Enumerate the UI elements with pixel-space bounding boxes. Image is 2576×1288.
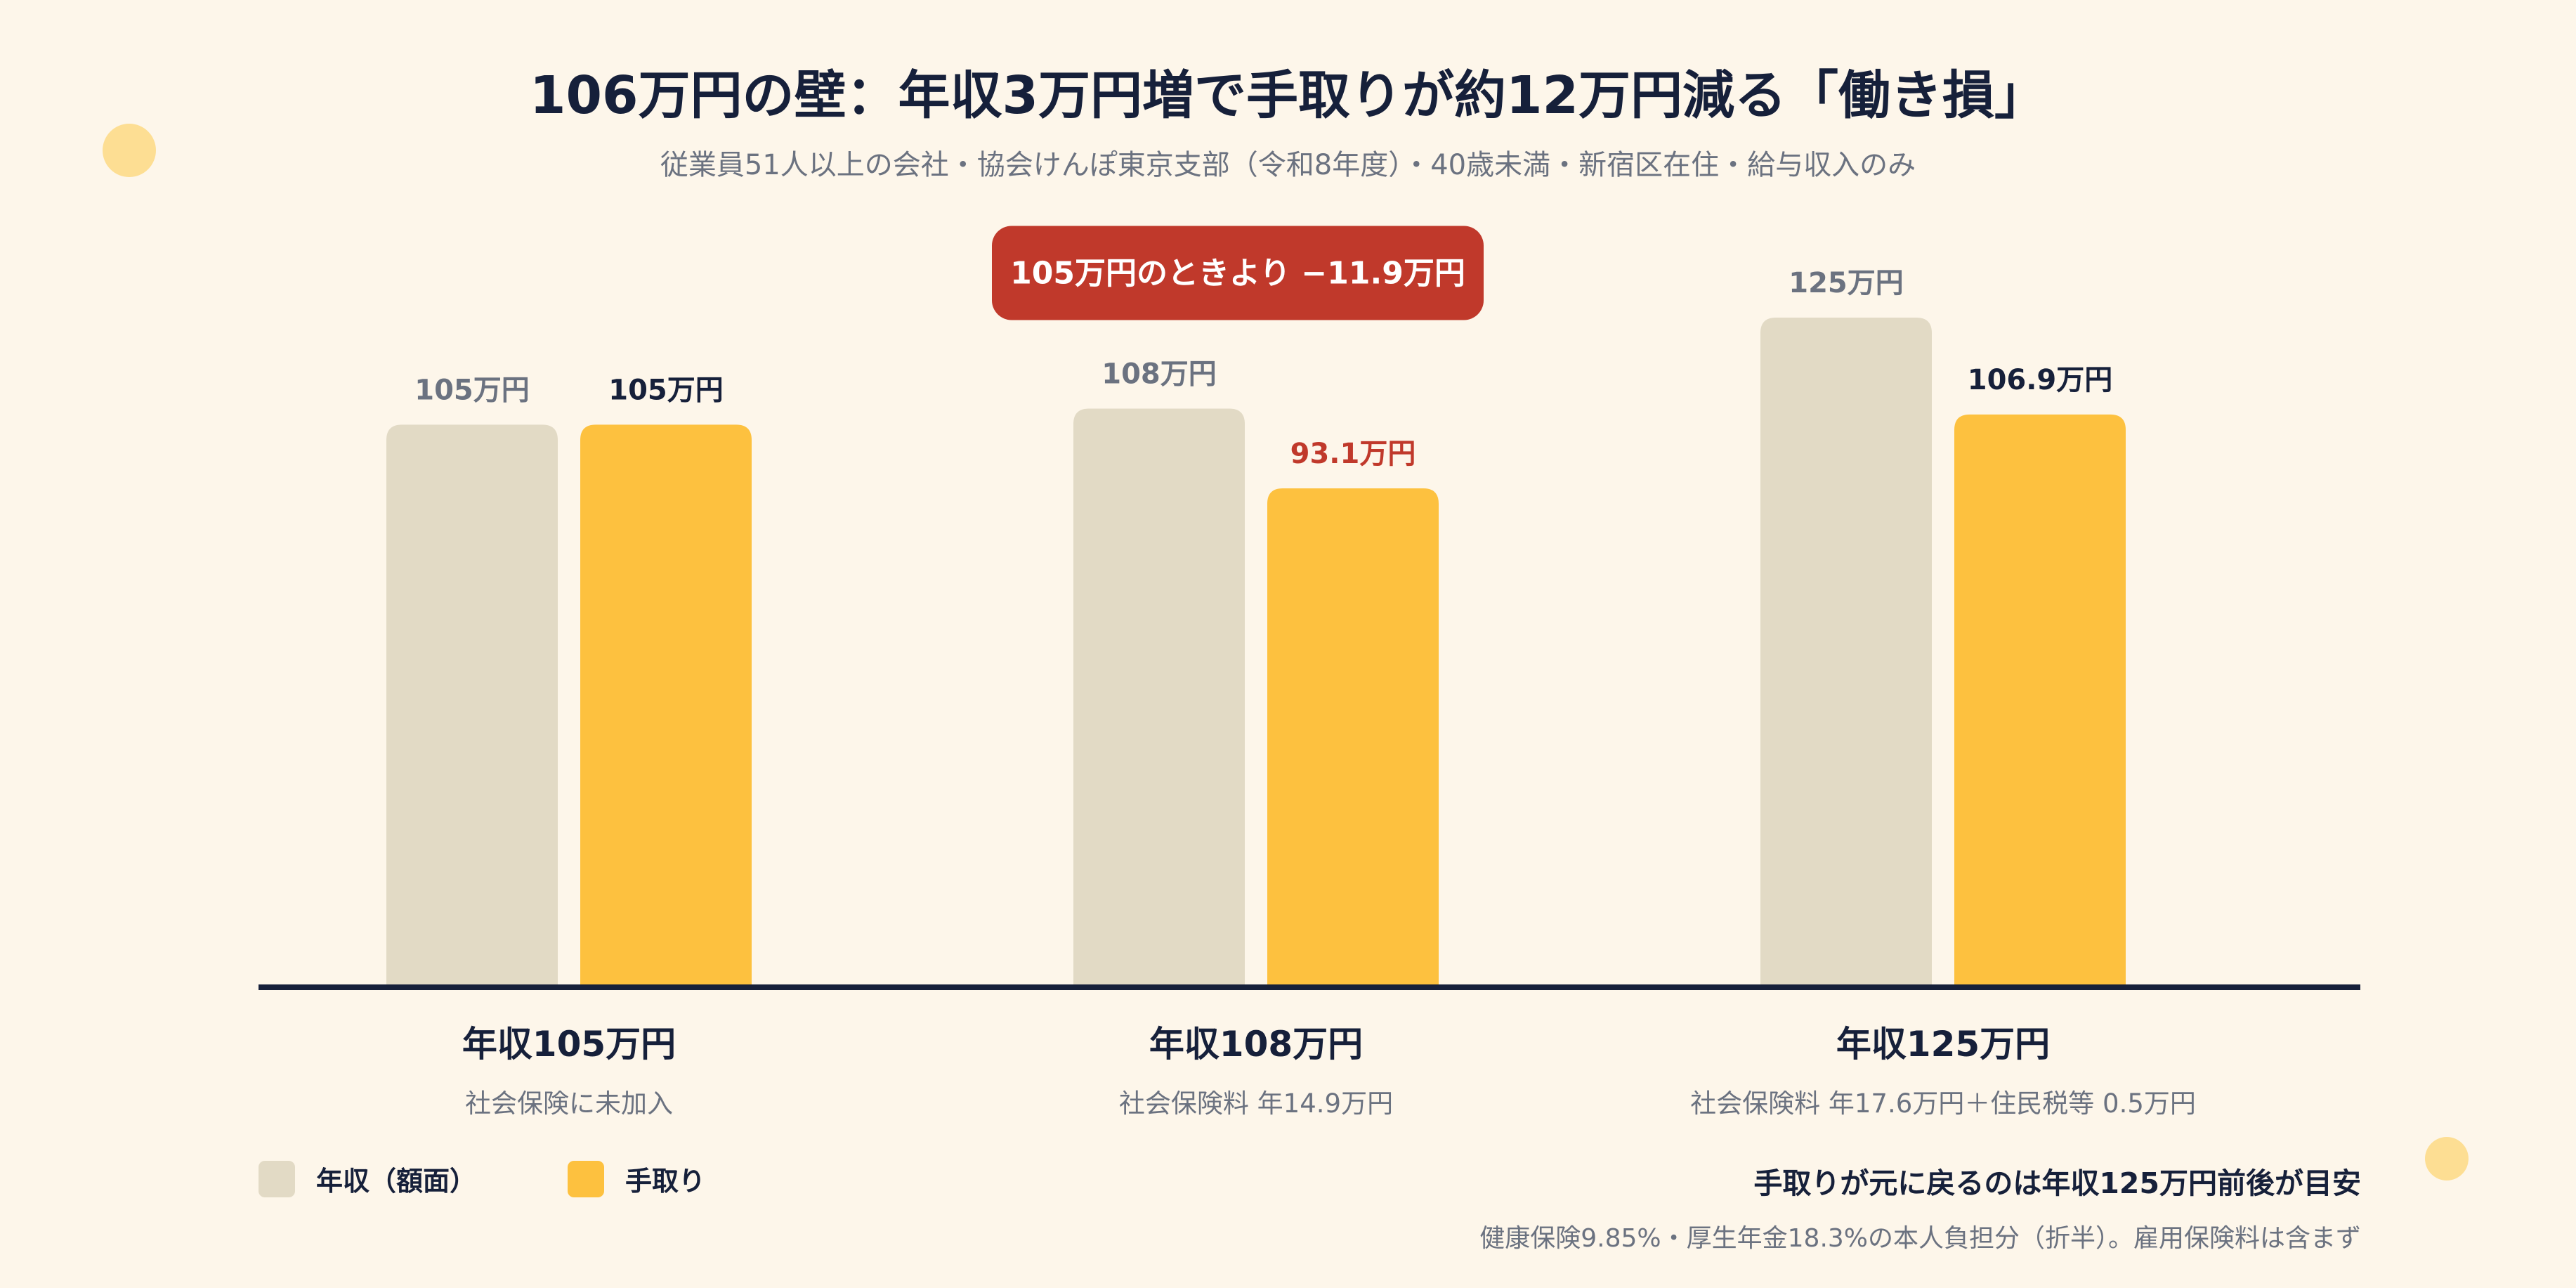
category-label-0: 年収105万円 社会保険に未加入 bbox=[253, 1016, 885, 1120]
data-label-net-1: 93.1万円 bbox=[1290, 438, 1416, 470]
annotation-text: 105万円のときより −11.9万円 bbox=[1010, 255, 1465, 291]
category-title: 年収105万円 bbox=[462, 1024, 676, 1065]
category-title: 年収108万円 bbox=[1149, 1024, 1364, 1065]
annotation-badge bbox=[992, 226, 1484, 320]
chart-legend: 年収（額面） 手取り bbox=[259, 1159, 797, 1198]
data-label-gross-0: 105万円 bbox=[414, 374, 530, 406]
decorative-dot-bottom-right bbox=[2425, 1137, 2469, 1180]
takeaway-note: 手取りが元に戻るのは年収125万円前後が目安 bbox=[1753, 1166, 2361, 1200]
data-label-net-2: 106.9万円 bbox=[1968, 364, 2113, 396]
category-title: 年収125万円 bbox=[1836, 1024, 2051, 1065]
decorative-dot-top-left bbox=[103, 124, 156, 177]
bar-gross-0 bbox=[386, 424, 558, 988]
chart-subtitle: 従業員51人以上の会社・協会けんぽ東京支部（令和8年度）・40歳未満・新宿区在住… bbox=[660, 149, 1916, 181]
bar-gross-2 bbox=[1760, 318, 1932, 988]
bar-net-0 bbox=[580, 424, 752, 988]
data-label-gross-2: 125万円 bbox=[1789, 267, 1904, 299]
legend-swatch-gross bbox=[259, 1160, 295, 1197]
category-note: 社会保険料 年17.6万円＋住民税等 0.5万円 bbox=[1690, 1088, 2196, 1119]
category-note: 社会保険に未加入 bbox=[465, 1088, 673, 1119]
bar-gross-1 bbox=[1073, 408, 1245, 988]
category-note: 社会保険料 年14.9万円 bbox=[1118, 1088, 1394, 1119]
legend-label-gross: 年収（額面） bbox=[316, 1166, 477, 1197]
category-label-1: 年収108万円 社会保険料 年14.9万円 bbox=[940, 1016, 1572, 1120]
bar-net-2 bbox=[1954, 414, 2126, 988]
legend-item-gross: 年収（額面） bbox=[259, 1159, 476, 1198]
footnote: 健康保険9.85%・厚生年金18.3%の本人負担分（折半）。雇用保険料は含まず bbox=[1479, 1224, 2361, 1253]
chart-title: 106万円の壁：年収3万円増で手取りが約12万円減る「働き損」 bbox=[530, 65, 2046, 126]
legend-item-net: 手取り bbox=[568, 1159, 705, 1198]
legend-label-net: 手取り bbox=[625, 1166, 706, 1197]
legend-swatch-net bbox=[568, 1160, 605, 1197]
data-label-gross-1: 108万円 bbox=[1101, 358, 1217, 390]
bar-net-1 bbox=[1267, 488, 1439, 988]
data-label-net-0: 105万円 bbox=[608, 374, 724, 406]
category-label-2: 年収125万円 社会保険料 年17.6万円＋住民税等 0.5万円 bbox=[1627, 1016, 2259, 1120]
